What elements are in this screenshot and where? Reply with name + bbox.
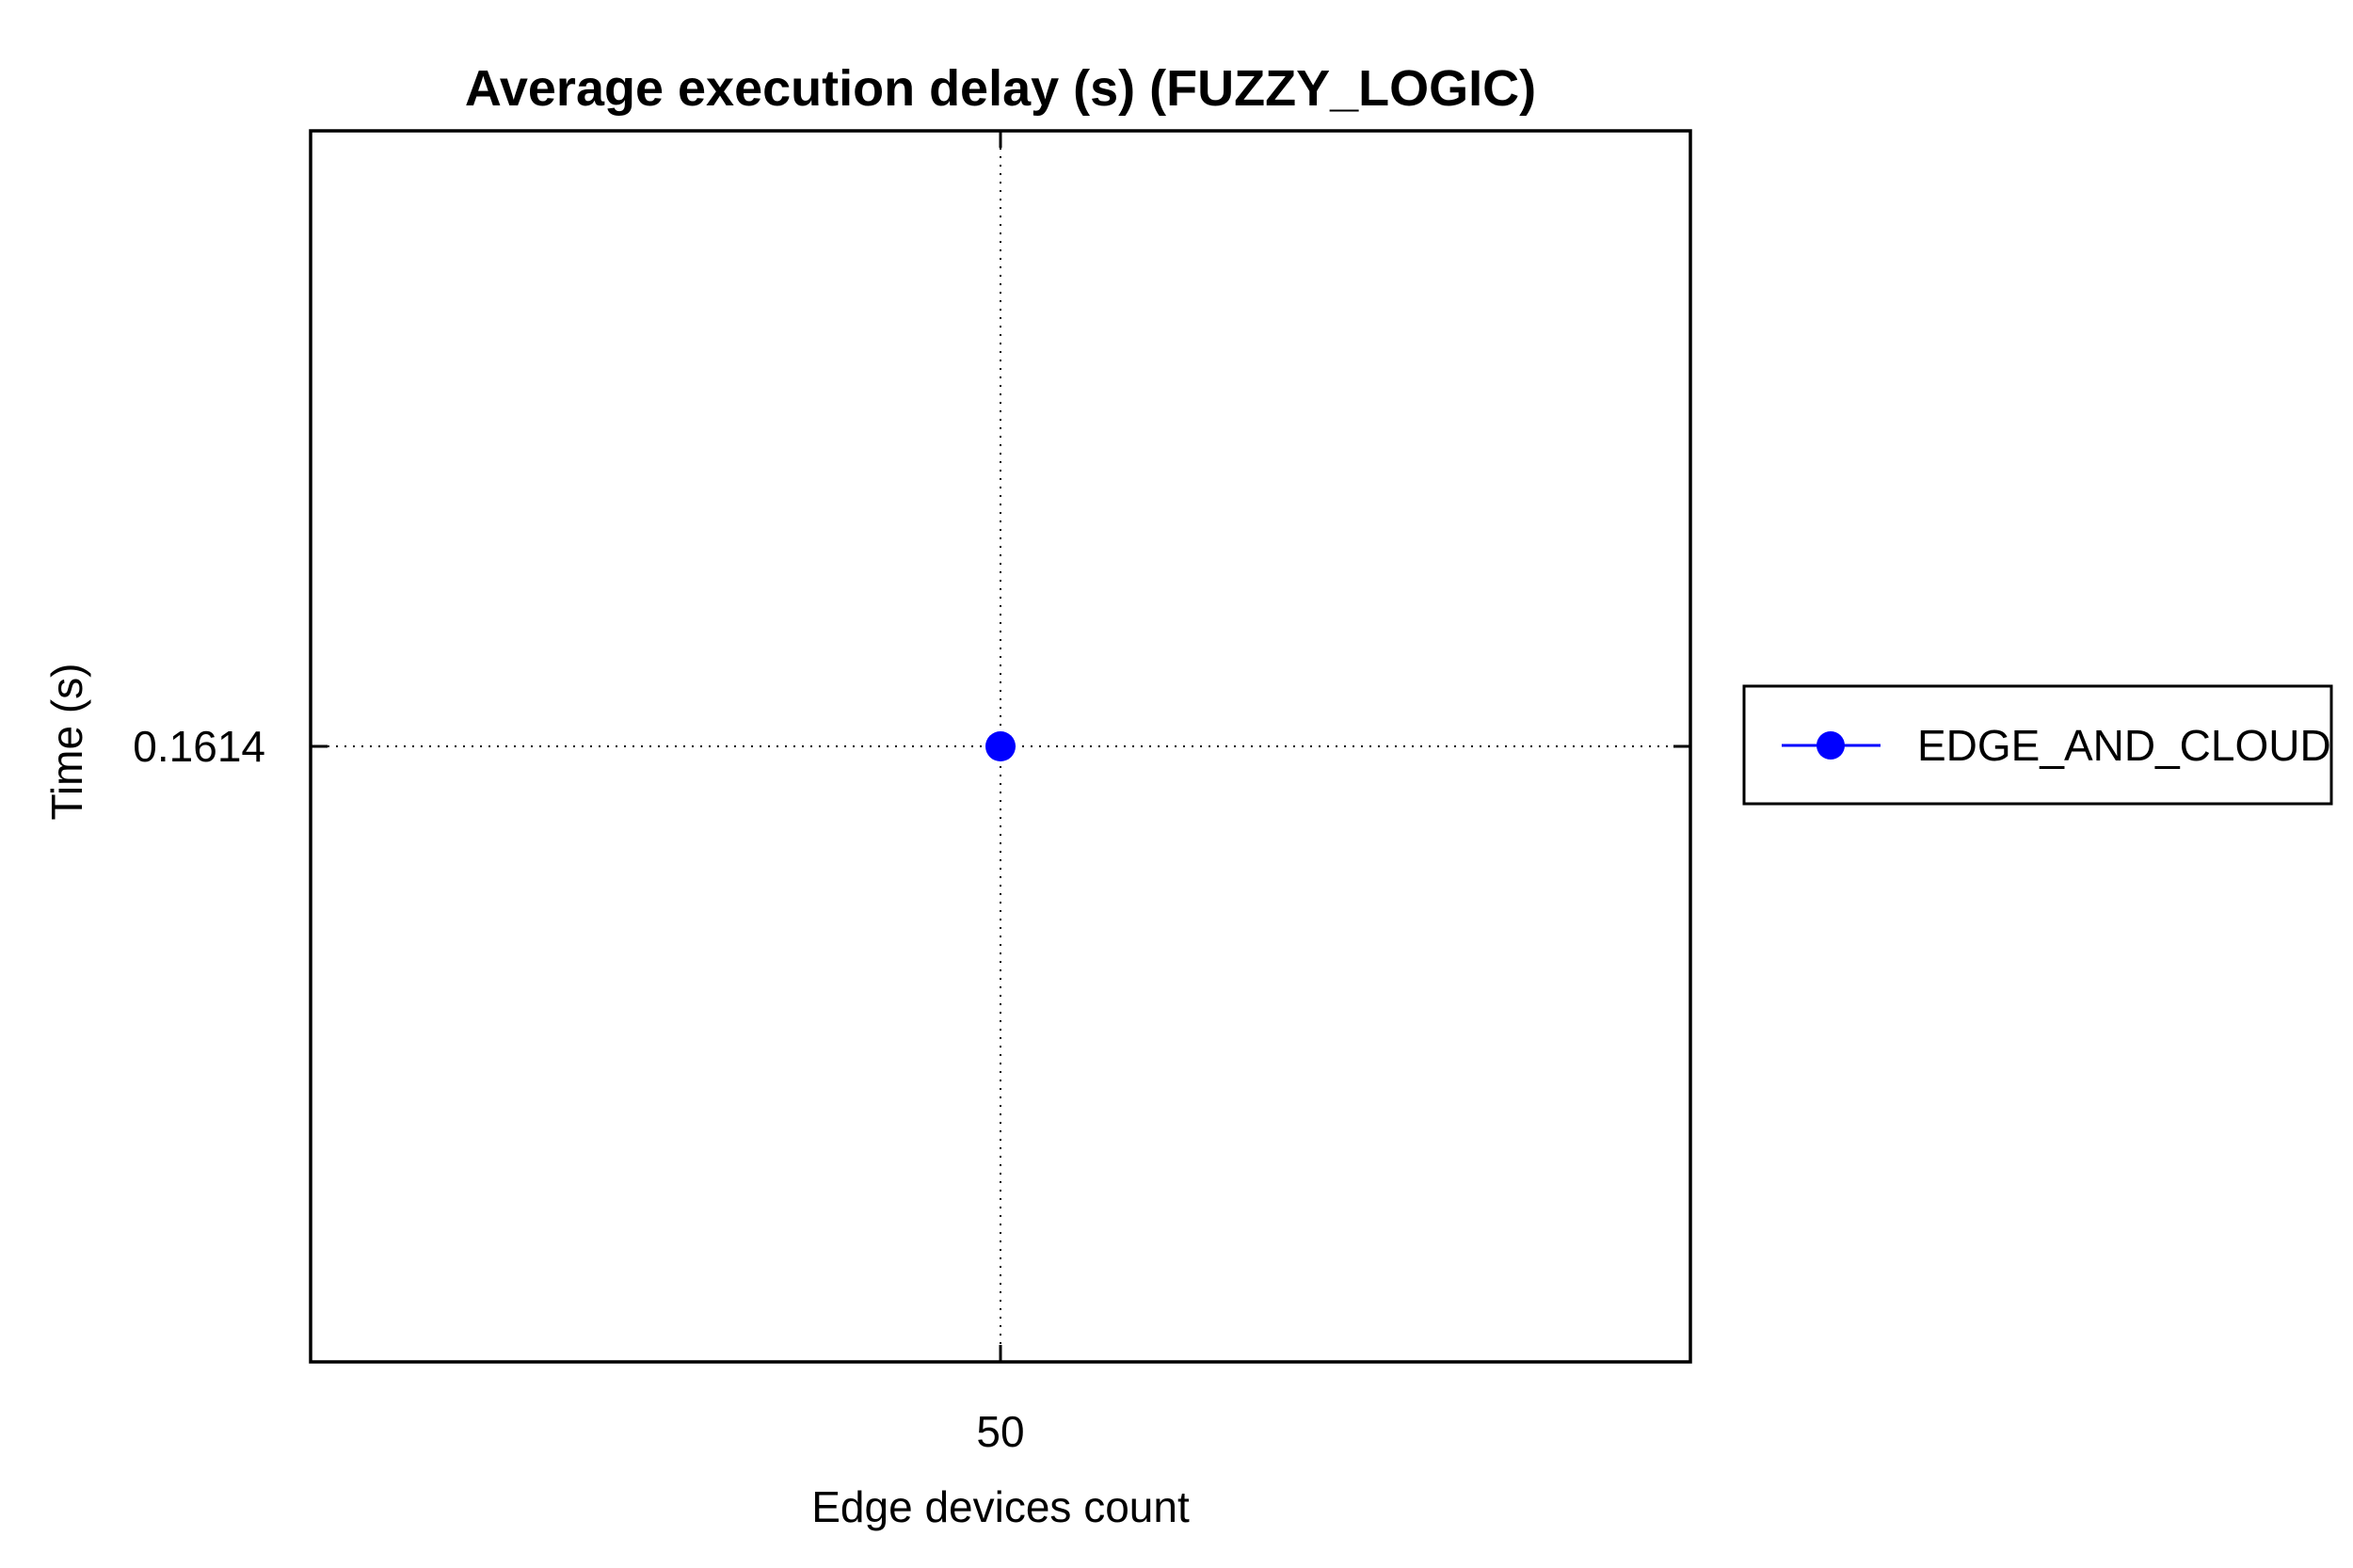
chart-title: Average execution delay (s) (FUZZY_LOGIC… bbox=[465, 60, 1536, 117]
grid-lines bbox=[311, 131, 1690, 1362]
legend-series-marker bbox=[1817, 731, 1845, 760]
y-axis-label: Time (s) bbox=[42, 664, 91, 821]
y-tick-label: 0.1614 bbox=[133, 722, 265, 771]
x-tick-label: 50 bbox=[976, 1407, 1024, 1456]
legend-series-label: EDGE_AND_CLOUD bbox=[1917, 721, 2331, 770]
legend: EDGE_AND_CLOUD bbox=[1742, 684, 2333, 806]
axis-ticks bbox=[311, 131, 1690, 1362]
y-tick-labels: 0.1614 bbox=[133, 722, 265, 771]
series-layer bbox=[985, 731, 1016, 761]
x-tick-labels: 50 bbox=[976, 1407, 1024, 1456]
data-point bbox=[985, 731, 1016, 761]
x-axis-label: Edge devices count bbox=[811, 1482, 1190, 1531]
